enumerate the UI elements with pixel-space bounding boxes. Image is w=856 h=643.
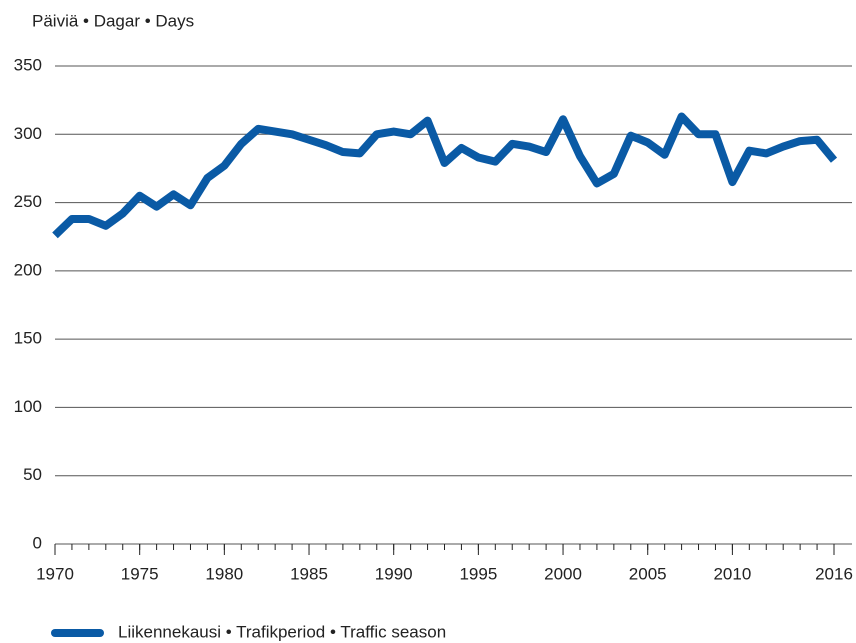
y-tick-label: 200 xyxy=(14,260,42,279)
y-tick-label: 150 xyxy=(14,329,42,348)
y-tick-label: 0 xyxy=(33,533,42,552)
x-tick-label: 1970 xyxy=(36,564,74,583)
x-tick-label: 1990 xyxy=(375,564,413,583)
x-tick-label: 1995 xyxy=(459,564,497,583)
x-tick-label: 1980 xyxy=(205,564,243,583)
y-tick-label: 350 xyxy=(14,55,42,74)
y-tick-label: 250 xyxy=(14,192,42,211)
y-tick-label: 300 xyxy=(14,124,42,143)
y-tick-label: 50 xyxy=(23,465,42,484)
x-tick-label: 2000 xyxy=(544,564,582,583)
legend-label: Liikennekausi • Trafikperiod • Traffic s… xyxy=(118,622,446,641)
x-tick-label: 2016 xyxy=(815,564,853,583)
x-tick-label: 1975 xyxy=(121,564,159,583)
x-tick-label: 2010 xyxy=(713,564,751,583)
y-axis-label: Päiviä • Dagar • Days xyxy=(32,11,194,30)
x-tick-label: 1985 xyxy=(290,564,328,583)
data-line xyxy=(52,112,838,239)
y-tick-label: 100 xyxy=(14,397,42,416)
x-tick-label: 2005 xyxy=(629,564,667,583)
